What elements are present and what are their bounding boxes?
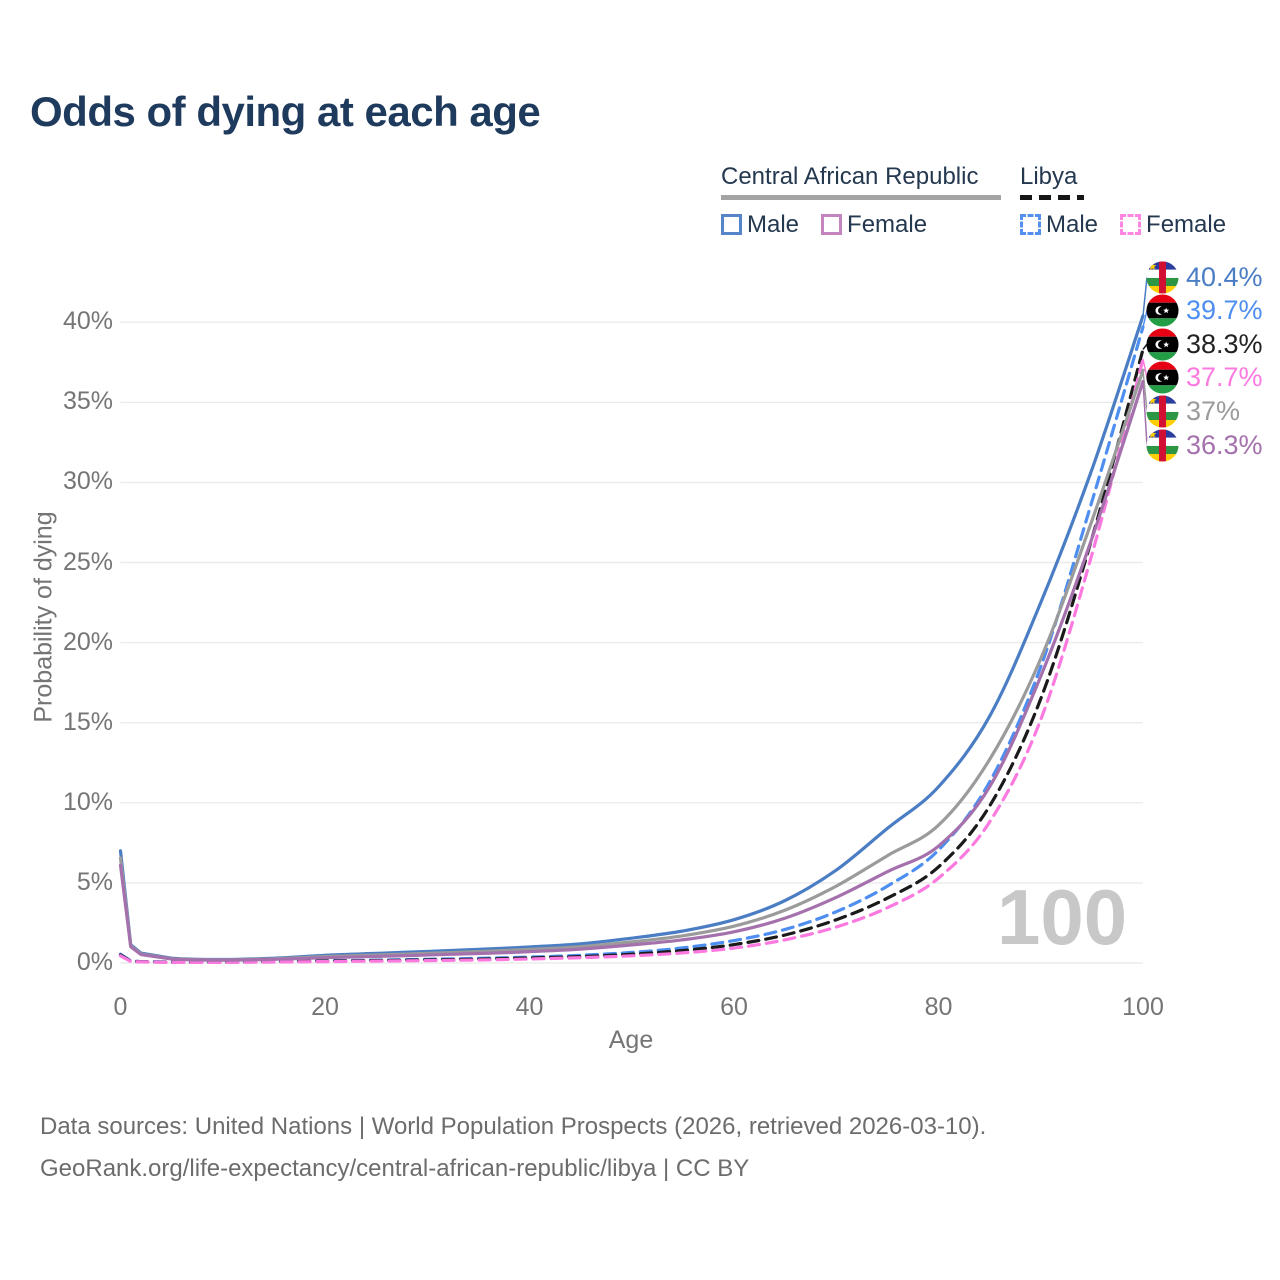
attribution-line: GeoRank.org/life-expectancy/central-afri…: [40, 1155, 750, 1182]
series-line-libya-male[interactable]: [118, 325, 1145, 964]
hover-age-watermark: 100: [997, 873, 1128, 961]
series-line-libya-female[interactable]: [118, 357, 1145, 965]
end-label-value: 37.7%: [1186, 362, 1263, 393]
end-label-value: 38.3%: [1186, 328, 1263, 359]
libya-dashed-line-swatch: [1020, 195, 1084, 200]
x-tick-label: 0: [113, 993, 128, 1021]
y-tick-label: 35%: [62, 387, 113, 416]
legend-label-car-female[interactable]: Female: [847, 210, 928, 238]
series-end-label-car-female: 36.3%: [1146, 428, 1263, 462]
libya-flag-icon: [1146, 328, 1179, 361]
x-tick-label: 80: [924, 993, 953, 1021]
end-label-value: 37%: [1186, 395, 1241, 426]
legend-group-libya: Libya Male Female: [1020, 163, 1260, 239]
series-line-car-both[interactable]: [118, 368, 1145, 962]
chart-footer: Data sources: United Nations | World Pop…: [40, 1106, 986, 1190]
y-tick-label: 10%: [62, 787, 113, 816]
series-end-label-libya-both: 38.3%: [1146, 327, 1263, 361]
y-axis-title: Probability of dying: [29, 511, 58, 723]
y-tick-label: 5%: [76, 867, 113, 896]
legend-group-central-african-republic: Central African Republic Male Female: [721, 163, 1001, 239]
central-african-republic-flag-icon: [1146, 395, 1179, 428]
legend-swatch-car-male[interactable]: [721, 214, 742, 235]
y-tick-label: 20%: [62, 627, 113, 656]
legend-swatch-car-female[interactable]: [821, 214, 843, 235]
x-axis-title: Age: [608, 1026, 654, 1054]
series-end-label-libya-female: 37.7%: [1146, 361, 1263, 395]
end-label-value: 39.7%: [1186, 295, 1263, 326]
central-african-republic-flag-icon: [1146, 428, 1179, 462]
data-sources-line: Data sources: United Nations | World Pop…: [40, 1113, 987, 1140]
y-tick-label: 40%: [62, 307, 113, 336]
legend-label-libya-female[interactable]: Female: [1146, 210, 1227, 238]
libya-flag-icon: [1146, 361, 1179, 394]
car-solid-line-swatch: [721, 195, 1001, 200]
end-label-value: 40.4%: [1186, 261, 1263, 292]
legend-label-libya-male[interactable]: Male: [1046, 210, 1099, 238]
y-tick-label: 30%: [62, 467, 113, 496]
x-tick-label: 100: [1122, 993, 1164, 1021]
series-line-libya-both[interactable]: [118, 347, 1145, 964]
series-line-car-female[interactable]: [118, 379, 1145, 962]
x-tick-label: 60: [720, 993, 748, 1021]
y-tick-label: 25%: [62, 547, 113, 576]
legend-swatch-libya-female[interactable]: [1120, 214, 1142, 235]
legend-swatch-libya-male[interactable]: [1020, 214, 1041, 235]
end-label-value: 36.3%: [1186, 429, 1263, 460]
y-tick-label: 15%: [62, 707, 113, 736]
legend-country-libya[interactable]: Libya: [1020, 163, 1078, 190]
page-title: Odds of dying at each age: [30, 88, 541, 135]
legend-country-central-african-republic[interactable]: Central African Republic: [721, 163, 979, 190]
series-end-label-libya-male: 39.7%: [1146, 294, 1263, 328]
series-line-car-male[interactable]: [118, 314, 1145, 962]
x-tick-label: 20: [311, 993, 339, 1021]
x-tick-label: 40: [515, 993, 544, 1021]
y-tick-label: 0%: [76, 948, 113, 976]
series-end-label-car-both: 37%: [1146, 394, 1240, 428]
legend-label-car-male[interactable]: Male: [747, 210, 800, 238]
central-african-republic-flag-icon: [1146, 260, 1179, 294]
series-end-label-car-male: 40.4%: [1146, 260, 1263, 294]
libya-flag-icon: [1146, 294, 1179, 327]
